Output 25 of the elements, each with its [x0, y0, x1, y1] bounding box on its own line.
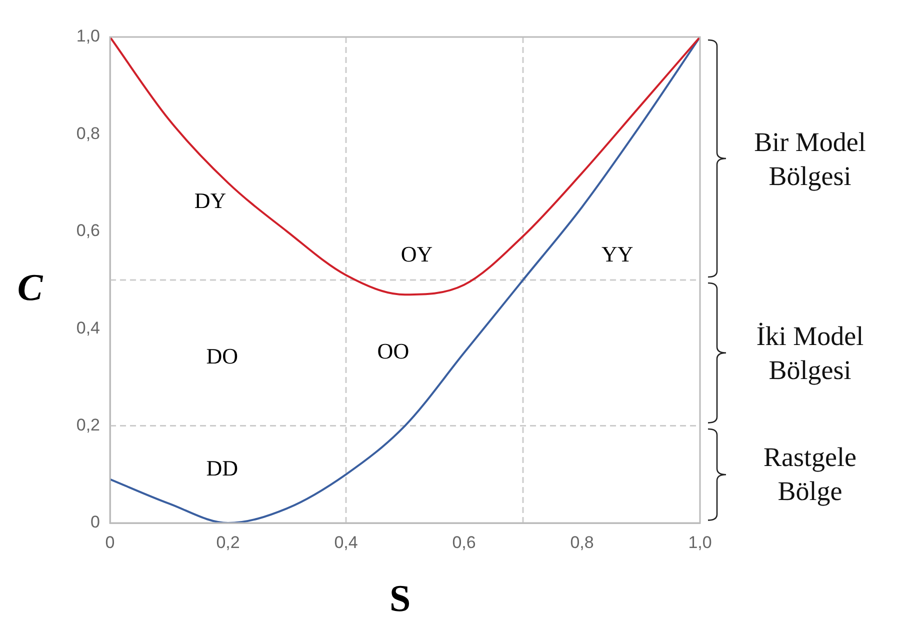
- x-tick-label: 1,0: [688, 532, 712, 552]
- x-tick-label: 0,4: [334, 532, 358, 552]
- annotation: DD: [206, 455, 238, 480]
- y-axis-title: C: [17, 266, 44, 309]
- y-tick-label: 1,0: [76, 26, 100, 46]
- annotation: DY: [194, 188, 226, 214]
- y-tick-label: 0: [90, 512, 100, 532]
- text: İki Model Bölgesi: [755, 320, 865, 387]
- line-series: [110, 37, 700, 296]
- text: Bir Model Bölgesi: [753, 126, 867, 192]
- y-tick-label: 0,2: [76, 415, 100, 434]
- y-tick-label: 0,6: [76, 221, 100, 240]
- x-tick-label: 0,2: [216, 532, 240, 552]
- x-tick-label: 0,6: [452, 532, 476, 552]
- x-tick-label: 0,8: [570, 532, 594, 552]
- annotation: OO: [377, 338, 410, 364]
- y-tick-label: 0,4: [76, 318, 100, 338]
- annotation: OY: [400, 241, 433, 266]
- line-series: [110, 37, 700, 523]
- text: Rastgele Bölge: [762, 441, 858, 508]
- annotation: YY: [602, 241, 634, 266]
- x-tick-label: 0: [105, 532, 115, 552]
- y-tick-label: 0,8: [76, 124, 100, 143]
- annotation: DO: [206, 344, 238, 369]
- x-axis-title: S: [389, 578, 411, 620]
